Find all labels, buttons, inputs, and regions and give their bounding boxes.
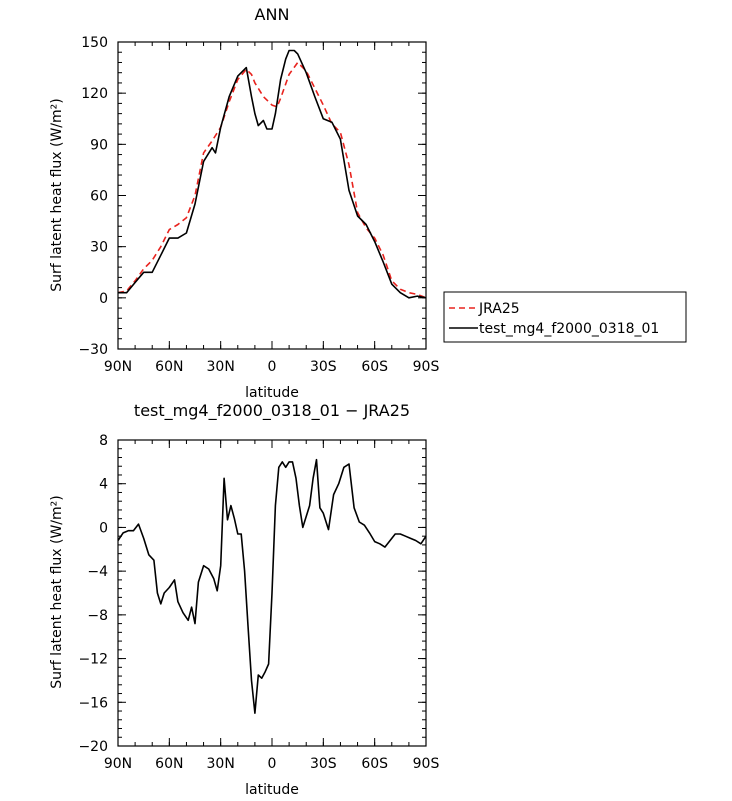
top-y-axis-label: Surf latent heat flux (W/m²)	[49, 98, 65, 291]
bottom-x-tick-label: 90S	[413, 756, 440, 772]
top-x-tick-label: 90N	[104, 359, 132, 375]
top-x-axis-label: latitude	[245, 385, 299, 401]
bottom-x-tick-label: 60S	[361, 756, 388, 772]
bottom-y-tick-label: −16	[78, 695, 108, 711]
top-series-line-test-mg4-f2000-0318-01	[118, 49, 427, 299]
bottom-x-tick-label: 60N	[155, 756, 183, 772]
bottom-y-tick-label: −12	[78, 652, 108, 668]
bottom-series-line-difference	[117, 458, 427, 715]
legend-label-test: test_mg4_f2000_0318_01	[479, 321, 659, 337]
top-y-tick-label: 30	[90, 240, 108, 256]
top-y-tick-label: 150	[81, 35, 108, 51]
top-x-tick-label: 30S	[310, 359, 337, 375]
bottom-y-tick-label: −8	[87, 608, 108, 624]
bottom-y-tick-label: −4	[87, 564, 108, 580]
bottom-x-tick-label: 0	[268, 756, 277, 772]
top-series-line-jra25	[117, 61, 427, 299]
bottom-panel: test_mg4_f2000_0318_01 − JRA25 Surf late…	[49, 401, 439, 798]
bottom-x-tick-label: 90N	[104, 756, 132, 772]
top-y-tick-label: 120	[81, 86, 108, 102]
bottom-plot-area: 90N 60N 30N 0 30S 60S 90S −20 −16 −12 −8 −4 0 4 8	[78, 433, 439, 772]
top-x-tick-label: 60N	[155, 359, 183, 375]
bottom-y-tick-label: 0	[99, 520, 108, 536]
legend: JRA25 test_mg4_f2000_0318_01	[443, 291, 687, 343]
bottom-x-tick-label: 30N	[207, 756, 235, 772]
bottom-y-axis-label: Surf latent heat flux (W/m²)	[49, 495, 65, 688]
top-x-tick-label: 30N	[207, 359, 235, 375]
top-y-tick-label: 0	[99, 291, 108, 307]
top-plot-area: 90N 60N 30N 0 30S 60S 90S −30 0 30 60 90 120 150	[78, 35, 439, 375]
top-panel: ANN Surf latent heat flux (W/m²) latitud…	[49, 5, 439, 401]
bottom-chart-title: test_mg4_f2000_0318_01 − JRA25	[134, 401, 410, 421]
top-y-tick-label: 90	[90, 137, 108, 153]
legend-label-jra25: JRA25	[478, 301, 520, 317]
top-x-tick-label: 0	[268, 359, 277, 375]
bottom-plot-frame	[117, 439, 427, 747]
top-y-tick-label: 60	[90, 189, 108, 205]
top-x-tick-label: 60S	[361, 359, 388, 375]
bottom-x-axis-label: latitude	[245, 782, 299, 798]
legend-box	[443, 291, 687, 343]
top-x-tick-label: 90S	[413, 359, 440, 375]
top-chart-title: ANN	[255, 5, 290, 24]
bottom-y-tick-label: 4	[99, 477, 108, 493]
bottom-y-tick-label: −20	[78, 739, 108, 755]
bottom-x-tick-label: 30S	[310, 756, 337, 772]
top-plot-frame	[117, 41, 427, 350]
bottom-y-tick-label: 8	[99, 433, 108, 449]
top-y-tick-label: −30	[78, 342, 108, 358]
